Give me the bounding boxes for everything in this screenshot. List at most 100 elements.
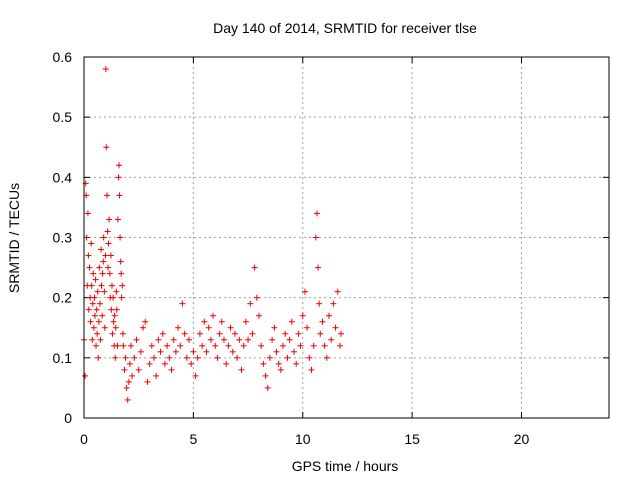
data-point [91, 294, 98, 301]
data-point [336, 342, 343, 349]
data-point [146, 360, 153, 367]
data-point [284, 354, 291, 361]
axis-ticks: 0 0.1 0.2 0.3 0.4 0.5 0.6 0 5 10 15 20 [53, 49, 609, 447]
data-point [111, 312, 118, 319]
data-point [90, 324, 97, 331]
y-tick-label: 0.6 [53, 49, 73, 65]
data-point [210, 312, 217, 319]
data-point [194, 354, 201, 361]
data-point [117, 258, 124, 265]
x-tick-label: 15 [404, 431, 420, 447]
data-point [332, 324, 339, 331]
data-point [212, 342, 219, 349]
data-point [164, 342, 171, 349]
data-point [295, 330, 302, 337]
data-point [83, 234, 90, 241]
data-point [109, 282, 115, 289]
data-point [101, 324, 108, 331]
plot-frame [83, 56, 610, 419]
data-point [273, 348, 280, 355]
data-point [223, 360, 230, 367]
data-point [251, 264, 258, 271]
data-point [159, 330, 166, 337]
data-point [229, 348, 236, 355]
data-point [99, 312, 106, 319]
data-point [125, 378, 132, 385]
data-point [84, 210, 91, 217]
data-point [207, 336, 214, 343]
x-axis-label: GPS time / hours [292, 458, 399, 474]
data-point [282, 330, 289, 337]
data-point [100, 234, 107, 241]
data-point [98, 246, 105, 253]
data-point [121, 366, 128, 373]
data-point [103, 192, 110, 199]
data-point [102, 66, 109, 73]
data-point [112, 354, 119, 361]
data-point [91, 312, 98, 319]
data-point [183, 354, 190, 361]
y-tick-label: 0.5 [53, 109, 73, 125]
data-point [168, 366, 175, 373]
data-point [301, 288, 308, 295]
data-point [291, 348, 297, 355]
data-point [205, 324, 212, 331]
data-point [236, 336, 243, 343]
data-point [118, 294, 125, 301]
data-point [172, 348, 179, 355]
data-point [105, 240, 112, 247]
data-point [90, 270, 97, 277]
data-point [112, 324, 119, 331]
data-point [86, 264, 93, 271]
data-point [234, 354, 241, 361]
data-point [258, 342, 265, 349]
data-point [190, 348, 197, 355]
data-point [221, 336, 227, 343]
data-point [114, 216, 121, 223]
data-point [140, 324, 147, 331]
data-point [92, 276, 99, 283]
data-point [126, 360, 133, 367]
data-point [102, 252, 109, 259]
data-point [192, 372, 199, 379]
data-point [262, 372, 269, 379]
x-tick-label: 0 [80, 431, 88, 447]
data-point [97, 336, 104, 343]
data-point [286, 336, 293, 343]
data-point [317, 330, 324, 337]
chart-title: Day 140 of 2014, SRMTID for receiver tls… [213, 20, 477, 36]
data-point [249, 330, 256, 337]
data-point [175, 324, 182, 331]
data-point [271, 324, 278, 331]
data-point [288, 318, 295, 325]
data-point [256, 312, 262, 319]
data-point [297, 342, 304, 349]
data-point [98, 282, 105, 289]
data-point [113, 306, 120, 313]
data-point [310, 342, 317, 349]
data-point [93, 342, 100, 349]
data-point [319, 318, 326, 325]
data-point [196, 330, 203, 337]
data-point [186, 336, 192, 343]
x-tick-label: 5 [189, 431, 197, 447]
data-point [166, 354, 173, 361]
data-point [96, 264, 103, 271]
data-point [338, 330, 345, 337]
data-point [110, 294, 117, 301]
data-point [114, 342, 121, 349]
data-point [181, 330, 188, 337]
data-point [247, 300, 254, 307]
data-point [144, 378, 151, 385]
data-point [170, 336, 177, 343]
data-point [313, 210, 320, 217]
data-point [240, 342, 247, 349]
data-point [299, 312, 306, 319]
data-point [106, 216, 113, 223]
data-point [131, 354, 138, 361]
data-point [85, 306, 92, 313]
data-point [214, 354, 221, 361]
data-point [116, 162, 122, 169]
data-point [304, 324, 311, 331]
data-point [157, 348, 164, 355]
